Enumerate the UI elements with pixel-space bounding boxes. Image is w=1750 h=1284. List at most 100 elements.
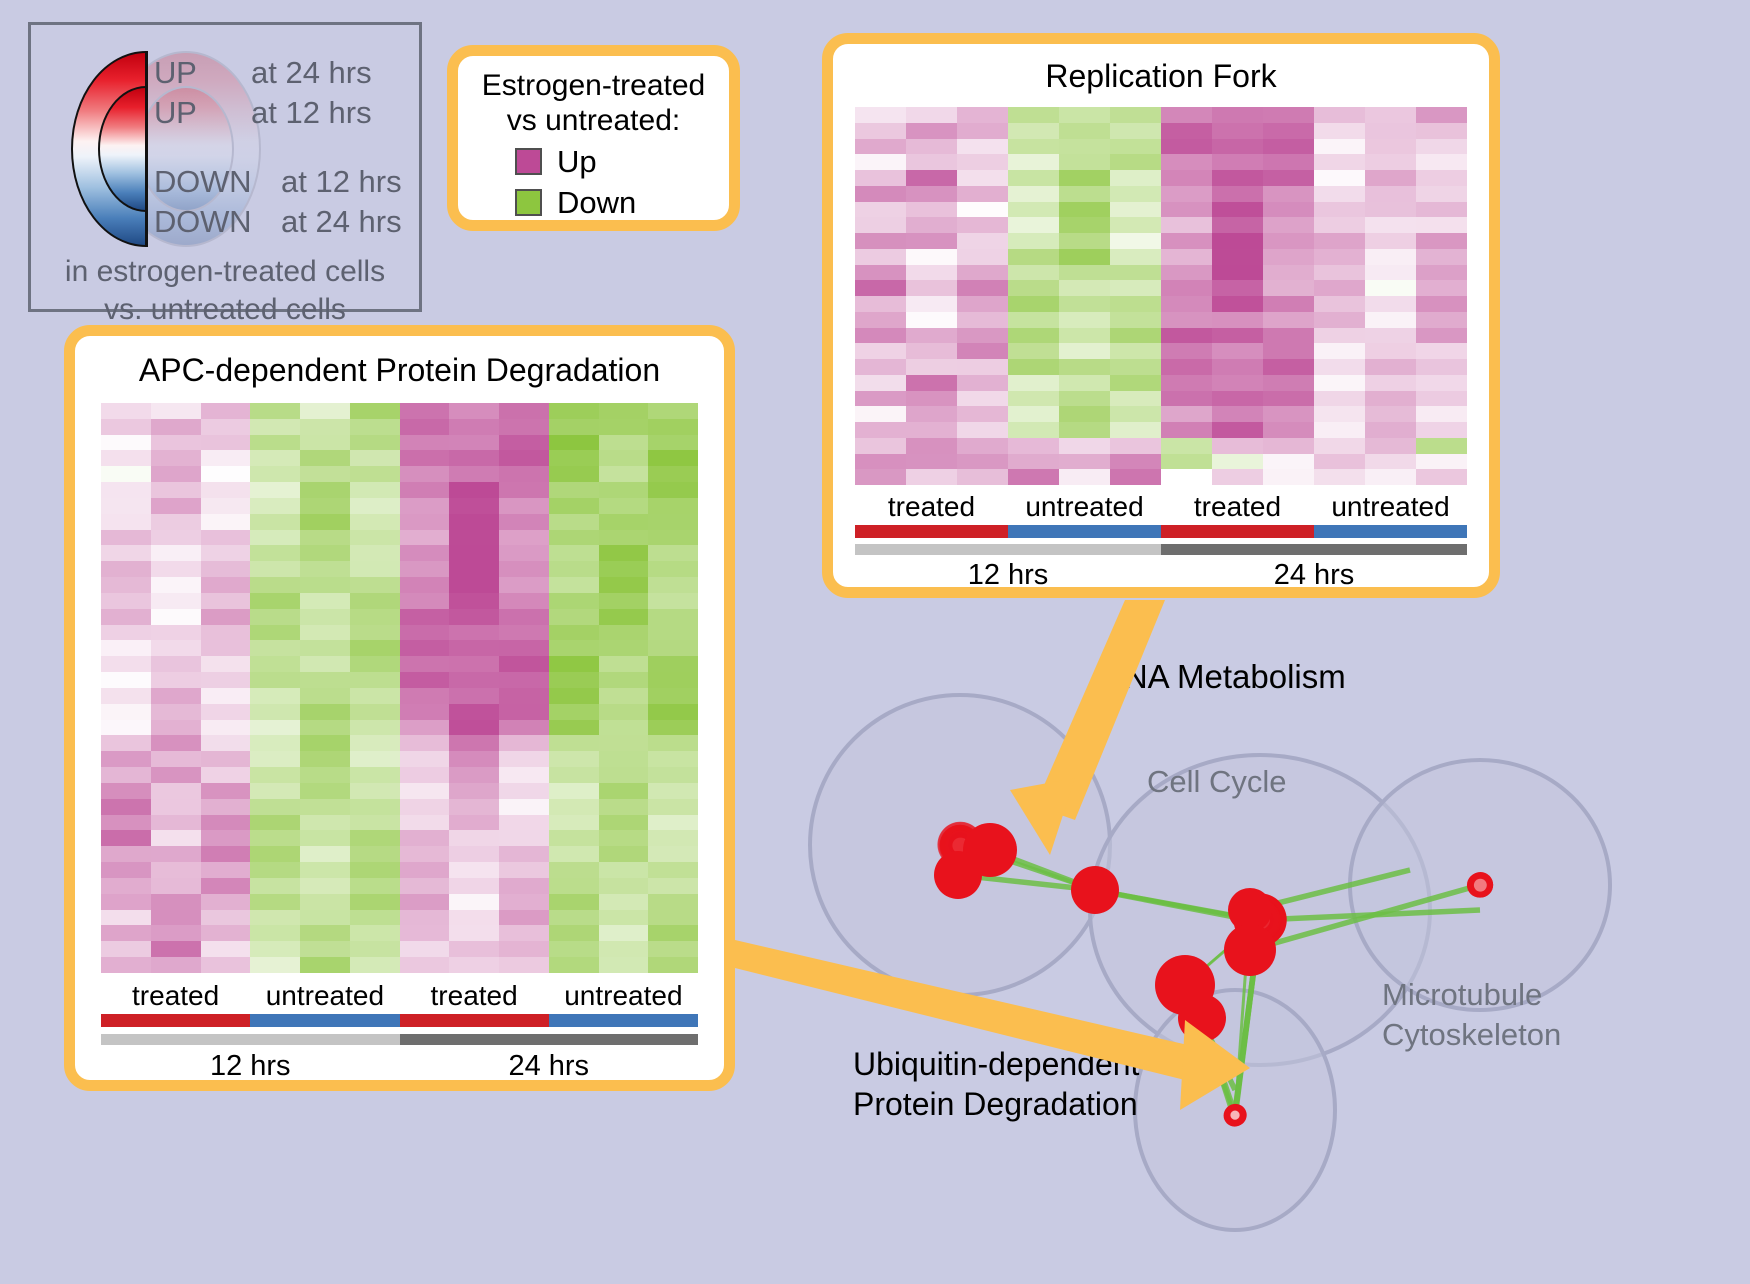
heatmap-cell — [499, 450, 549, 466]
heatmap-cell — [1059, 139, 1110, 155]
heatmap-cell — [350, 672, 400, 688]
heatmap-cell — [449, 419, 499, 435]
sample-group-label: untreated — [1314, 491, 1467, 523]
heatmap-cell — [201, 799, 251, 815]
sample-group-label: untreated — [549, 980, 698, 1012]
heatmap-cell — [599, 957, 649, 973]
heatmap-cell — [449, 862, 499, 878]
heatmap-cell — [1365, 107, 1416, 123]
heatmap-cell — [906, 296, 957, 312]
heatmap-cell — [1110, 296, 1161, 312]
heatmap-cell — [599, 704, 649, 720]
network-node[interactable] — [934, 851, 982, 899]
heatmap-cell — [151, 830, 201, 846]
heatmap-cell — [201, 625, 251, 641]
heatmap-cell — [1263, 186, 1314, 202]
network-node[interactable] — [1071, 866, 1119, 914]
sample-group-bar — [101, 1014, 250, 1027]
replication-fork-heatmap — [855, 107, 1467, 485]
heatmap-cell — [400, 450, 450, 466]
heatmap-cell — [101, 767, 151, 783]
heatmap-cell — [101, 466, 151, 482]
heatmap-cell — [855, 343, 906, 359]
heatmap-cell — [549, 941, 599, 957]
heatmap-cell — [151, 941, 201, 957]
network-node[interactable] — [1224, 924, 1276, 976]
heatmap-cell — [151, 925, 201, 941]
heatmap-cell — [1263, 170, 1314, 186]
heatmap-cell — [350, 894, 400, 910]
heatmap-cell — [1416, 280, 1467, 296]
heatmap-cell — [1008, 312, 1059, 328]
heatmap-cell — [201, 735, 251, 751]
heatmap-cell — [1263, 296, 1314, 312]
heatmap-cell — [101, 815, 151, 831]
heatmap-cell — [101, 720, 151, 736]
heatmap-cell — [855, 296, 906, 312]
heatmap-cell — [1161, 359, 1212, 375]
heatmap-cell — [300, 910, 350, 926]
heatmap-cell — [1212, 422, 1263, 438]
heatmap-cell — [350, 530, 400, 546]
heatmap-cell — [957, 375, 1008, 391]
heatmap-cell — [1263, 154, 1314, 170]
sample-group-bar — [1008, 525, 1161, 538]
heatmap-cell — [599, 609, 649, 625]
heatmap-cell — [648, 846, 698, 862]
heatmap-cell — [648, 830, 698, 846]
color-key-label-down-12: DOWN — [154, 164, 251, 200]
heatmap-cell — [1212, 391, 1263, 407]
heatmap-cell — [201, 767, 251, 783]
heatmap-cell — [599, 593, 649, 609]
heatmap-cell — [201, 751, 251, 767]
heatmap-cell — [1416, 359, 1467, 375]
heatmap-cell — [957, 280, 1008, 296]
timepoint-bar — [101, 1034, 400, 1045]
heatmap-cell — [449, 751, 499, 767]
heatmap-cell — [1161, 422, 1212, 438]
heatmap-cell — [201, 830, 251, 846]
heatmap-cell — [1059, 312, 1110, 328]
heatmap-cell — [1314, 454, 1365, 470]
heatmap-cell — [499, 704, 549, 720]
heatmap-cell — [1365, 454, 1416, 470]
heatmap-cell — [250, 751, 300, 767]
heatmap-cell — [350, 878, 400, 894]
heatmap-cell — [250, 450, 300, 466]
heatmap-cell — [1314, 107, 1365, 123]
heatmap-cell — [906, 406, 957, 422]
timepoint-label: 12 hrs — [101, 1050, 400, 1083]
heatmap-cell — [350, 830, 400, 846]
heatmap-cell — [499, 577, 549, 593]
heatmap-cell — [151, 672, 201, 688]
heatmap-cell — [549, 846, 599, 862]
heatmap-cell — [201, 403, 251, 419]
heatmap-cell — [300, 799, 350, 815]
heatmap-cell — [151, 846, 201, 862]
network-node[interactable] — [1178, 994, 1226, 1042]
heatmap-cell — [250, 514, 300, 530]
heatmap-cell — [1416, 375, 1467, 391]
heatmap-cell — [151, 751, 201, 767]
heatmap-cell — [499, 799, 549, 815]
heatmap-cell — [957, 202, 1008, 218]
heatmap-cell — [1263, 438, 1314, 454]
heatmap-cell — [855, 359, 906, 375]
color-key-caption-line1: in estrogen-treated cells — [31, 253, 419, 291]
heatmap-cell — [599, 498, 649, 514]
heatmap-cell — [1212, 217, 1263, 233]
heatmap-cell — [1059, 422, 1110, 438]
heatmap-cell — [350, 862, 400, 878]
heatmap-cell — [599, 878, 649, 894]
heatmap-cell — [906, 202, 957, 218]
heatmap-cell — [1161, 249, 1212, 265]
heatmap-cell — [350, 466, 400, 482]
heatmap-cell — [648, 783, 698, 799]
heatmap-cell — [1365, 123, 1416, 139]
heatmap-cell — [101, 910, 151, 926]
heatmap-cell — [549, 830, 599, 846]
heatmap-cell — [499, 862, 549, 878]
heatmap-cell — [549, 450, 599, 466]
heatmap-cell — [1365, 154, 1416, 170]
heatmap-cell — [1263, 107, 1314, 123]
